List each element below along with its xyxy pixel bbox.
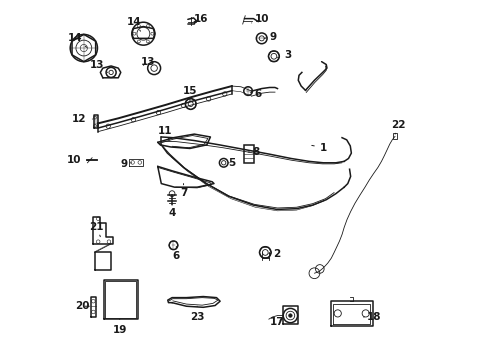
Text: 19: 19 [112, 319, 126, 335]
Text: 17: 17 [270, 317, 284, 327]
Text: 1: 1 [311, 143, 326, 153]
Text: 7: 7 [180, 184, 187, 198]
Bar [244, 145, 253, 163]
Text: 23: 23 [189, 306, 204, 322]
Text: 10: 10 [67, 155, 89, 165]
Text: 18: 18 [363, 312, 381, 322]
Text: 20: 20 [75, 301, 89, 311]
Text: 22: 22 [390, 121, 405, 134]
Text: 6: 6 [172, 246, 180, 261]
Text: 8: 8 [247, 147, 259, 157]
Text: 11: 11 [157, 126, 172, 140]
Text: 14: 14 [126, 17, 141, 31]
Circle shape [288, 314, 292, 318]
Text: 10: 10 [251, 14, 268, 24]
Text: 9: 9 [121, 159, 131, 169]
Text: 2: 2 [268, 248, 280, 258]
Text: 5: 5 [228, 158, 235, 168]
Text: 16: 16 [193, 14, 207, 24]
Text: 4: 4 [168, 204, 175, 218]
Text: 12: 12 [72, 114, 92, 124]
Text: 13: 13 [140, 57, 155, 67]
Text: 6: 6 [250, 89, 261, 99]
Text: 15: 15 [183, 86, 197, 101]
Text: 3: 3 [277, 50, 290, 60]
Text: 14: 14 [68, 33, 86, 47]
Bar [392, 134, 396, 139]
Text: 9: 9 [264, 32, 276, 41]
Text: 21: 21 [89, 222, 104, 237]
Text: 13: 13 [89, 60, 107, 72]
